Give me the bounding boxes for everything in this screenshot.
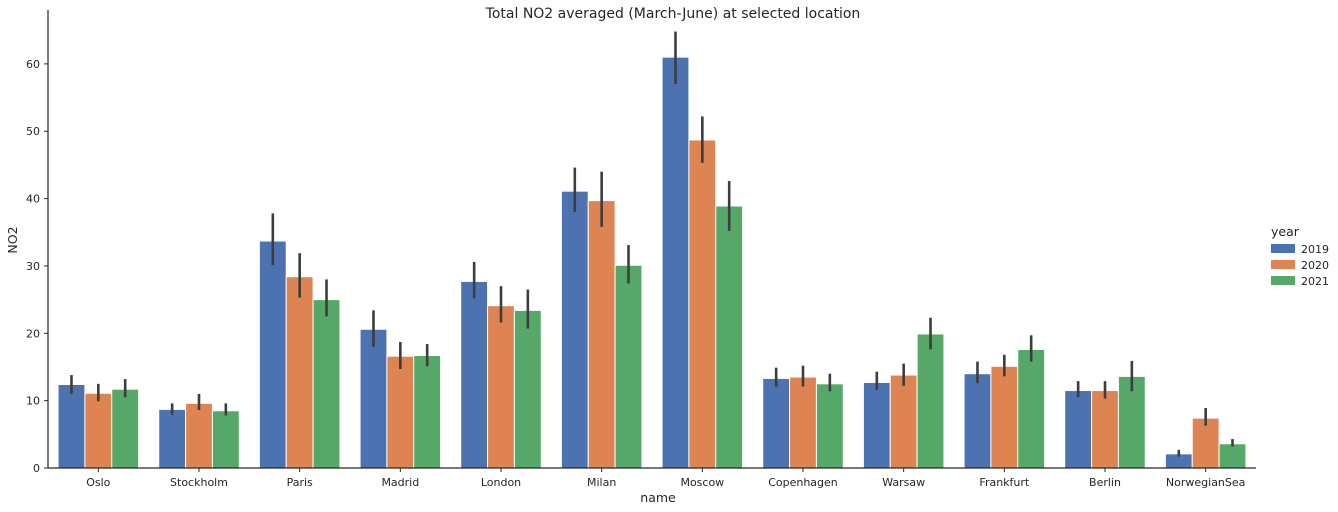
- bar-madrid-2020: [386, 355, 415, 469]
- bar-copenhagen-2020: [789, 376, 817, 469]
- y-tick-label: 30: [26, 260, 40, 273]
- bar-london-2021: [513, 309, 542, 469]
- bar-berlin-2021: [1117, 375, 1146, 469]
- legend-swatch-2019: [1271, 244, 1295, 253]
- bar-copenhagen-2019: [762, 377, 791, 469]
- bar-frankfurt-2020: [990, 365, 1019, 469]
- bar-oslo-2019: [57, 383, 86, 469]
- legend-label-2021: 2021: [1301, 275, 1329, 288]
- bar-milan-2020: [587, 200, 616, 469]
- bar-milan-2021: [614, 264, 643, 469]
- bar-milan-2019: [560, 190, 589, 469]
- x-ticks-group: Oslo Stockholm Paris Madrid London Milan Mosco…: [86, 468, 1245, 489]
- bar-madrid-2019: [359, 328, 388, 469]
- x-tick-label: Warsaw: [882, 476, 925, 489]
- bar-warsaw-2020: [889, 374, 918, 469]
- bar-moscow-2020: [688, 139, 717, 469]
- x-tick-label: Frankfurt: [979, 476, 1029, 489]
- legend-label-2019: 2019: [1301, 243, 1329, 256]
- x-tick-label: Milan: [587, 476, 616, 489]
- y-axis-title: NO2: [5, 226, 20, 253]
- bar-copenhagen-2021: [815, 383, 844, 469]
- bar-stockholm-2019: [158, 408, 187, 469]
- x-tick-label: London: [481, 476, 521, 489]
- legend: year 2019 2020 2021: [1271, 224, 1329, 288]
- legend-swatch-2020: [1271, 260, 1295, 269]
- x-axis-title: name: [640, 490, 676, 505]
- x-tick-label: Copenhagen: [768, 476, 838, 489]
- bar-stockholm-2020: [185, 402, 213, 469]
- bar-frankfurt-2021: [1017, 348, 1046, 469]
- x-tick-label: Oslo: [86, 476, 110, 489]
- bar-oslo-2021: [111, 388, 140, 469]
- bar-warsaw-2019: [862, 381, 891, 469]
- bar-moscow-2019: [661, 56, 690, 469]
- bar-paris-2021: [312, 299, 341, 469]
- y-tick-label: 0: [33, 462, 40, 475]
- chart-title: Total NO2 averaged (March-June) at selec…: [485, 6, 861, 22]
- y-tick-label: 20: [26, 327, 40, 340]
- bar-frankfurt-2019: [963, 373, 992, 469]
- x-tick-label: Madrid: [381, 476, 419, 489]
- bar-moscow-2021: [715, 205, 744, 469]
- bar-norwegiansea-2021: [1218, 443, 1247, 469]
- x-tick-label: NorwegianSea: [1166, 476, 1246, 489]
- y-tick-label: 40: [26, 193, 40, 206]
- legend-swatch-2021: [1271, 276, 1295, 285]
- legend-label-2020: 2020: [1301, 259, 1329, 272]
- bar-madrid-2021: [413, 355, 442, 469]
- y-tick-label: 60: [26, 58, 40, 71]
- x-tick-label: Moscow: [680, 476, 724, 489]
- y-tick-label: 50: [26, 125, 40, 138]
- bar-london-2020: [487, 305, 515, 469]
- bar-oslo-2020: [84, 392, 113, 469]
- legend-title: year: [1271, 224, 1300, 239]
- x-tick-label: Stockholm: [170, 476, 228, 489]
- bars-group: [57, 56, 1247, 469]
- error-bars-group: [70, 31, 1234, 457]
- bar-paris-2020: [285, 276, 314, 469]
- bar-london-2019: [460, 280, 489, 469]
- x-tick-label: Paris: [287, 476, 313, 489]
- bar-norwegiansea-2020: [1191, 417, 1220, 469]
- y-ticks-group: 0 10 20 30 40 50 60: [26, 58, 48, 475]
- bar-paris-2019: [258, 240, 287, 469]
- y-tick-label: 10: [26, 395, 40, 408]
- bar-stockholm-2021: [211, 410, 240, 469]
- axes-group: [47, 10, 1256, 469]
- bar-berlin-2019: [1064, 390, 1093, 469]
- bar-warsaw-2021: [916, 333, 945, 469]
- x-tick-label: Berlin: [1089, 476, 1121, 489]
- bar-berlin-2020: [1091, 390, 1119, 469]
